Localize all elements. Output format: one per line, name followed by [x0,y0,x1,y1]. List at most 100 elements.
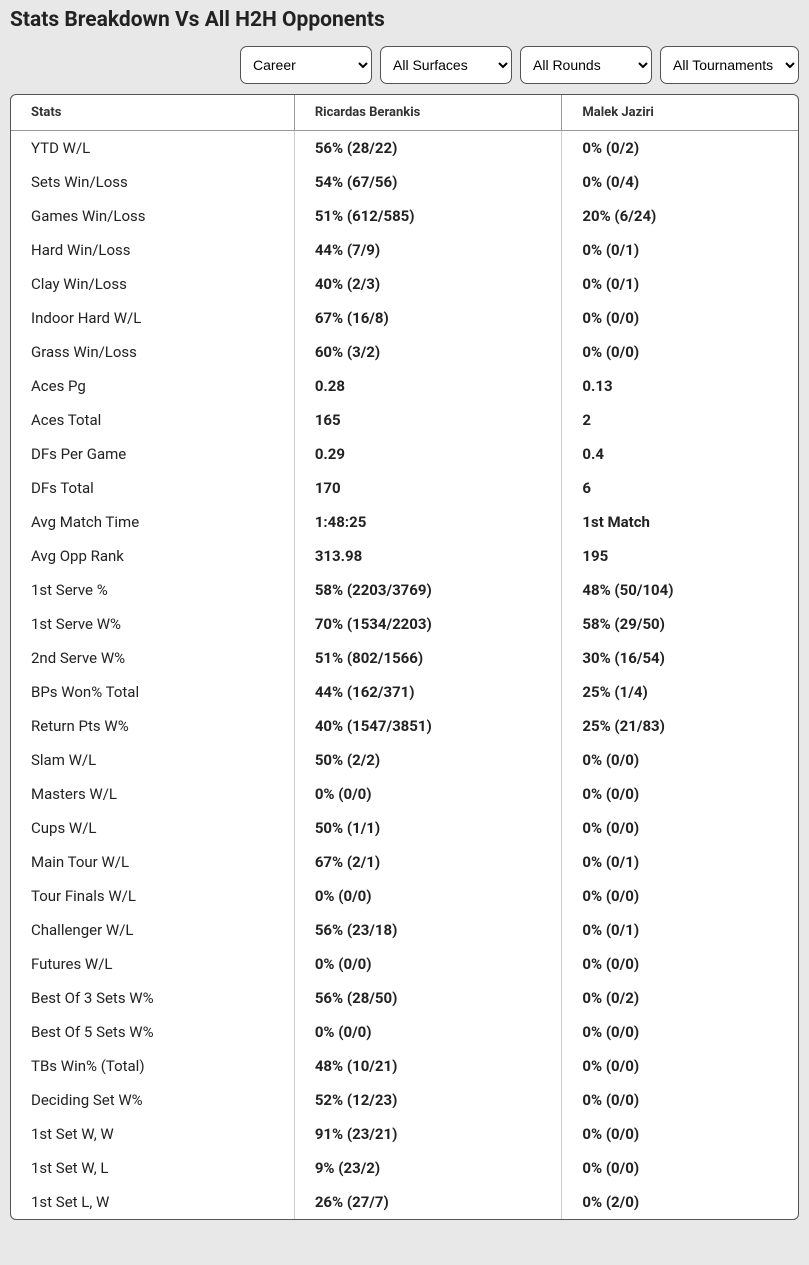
stat-value-player1: 0.29 [294,437,562,471]
stat-label: Best Of 3 Sets W% [11,981,294,1015]
col-header-player2: Malek Jaziri [562,95,798,131]
stat-value-player2: 58% (29/50) [562,607,798,641]
stat-value-player2: 0% (0/1) [562,913,798,947]
period-select[interactable]: Career [240,46,372,84]
stat-value-player1: 0% (0/0) [294,947,562,981]
stat-label: Tour Finals W/L [11,879,294,913]
table-row: 1st Set W, W91% (23/21)0% (0/0) [11,1117,798,1151]
stat-value-player2: 0% (0/0) [562,777,798,811]
stat-label: Sets Win/Loss [11,165,294,199]
table-row: Best Of 5 Sets W%0% (0/0)0% (0/0) [11,1015,798,1049]
stats-table: Stats Ricardas Berankis Malek Jaziri YTD… [11,95,798,1219]
stat-value-player2: 0% (0/0) [562,1015,798,1049]
stat-value-player2: 0% (0/2) [562,131,798,166]
table-row: Main Tour W/L67% (2/1)0% (0/1) [11,845,798,879]
stat-label: Aces Pg [11,369,294,403]
stat-label: DFs Per Game [11,437,294,471]
stat-label: TBs Win% (Total) [11,1049,294,1083]
round-select[interactable]: All Rounds [520,46,652,84]
stat-value-player2: 6 [562,471,798,505]
stat-label: Challenger W/L [11,913,294,947]
table-row: Hard Win/Loss44% (7/9)0% (0/1) [11,233,798,267]
stat-label: Games Win/Loss [11,199,294,233]
stat-label: Slam W/L [11,743,294,777]
table-row: Aces Total1652 [11,403,798,437]
stat-label: DFs Total [11,471,294,505]
table-row: 2nd Serve W%51% (802/1566)30% (16/54) [11,641,798,675]
stat-value-player1: 170 [294,471,562,505]
stat-value-player1: 50% (1/1) [294,811,562,845]
stat-value-player2: 0.13 [562,369,798,403]
stat-value-player1: 51% (612/585) [294,199,562,233]
stat-value-player2: 195 [562,539,798,573]
table-row: Slam W/L50% (2/2)0% (0/0) [11,743,798,777]
table-row: 1st Serve W%70% (1534/2203)58% (29/50) [11,607,798,641]
stat-value-player1: 51% (802/1566) [294,641,562,675]
stat-label: Cups W/L [11,811,294,845]
stat-label: 1st Serve W% [11,607,294,641]
stat-value-player2: 0% (0/0) [562,335,798,369]
col-header-stats: Stats [11,95,294,131]
stat-value-player1: 48% (10/21) [294,1049,562,1083]
stat-value-player2: 0% (0/0) [562,879,798,913]
stat-value-player1: 91% (23/21) [294,1117,562,1151]
stat-label: Avg Match Time [11,505,294,539]
stat-value-player2: 25% (21/83) [562,709,798,743]
stat-value-player2: 0% (2/0) [562,1185,798,1219]
stat-label: Grass Win/Loss [11,335,294,369]
table-row: Best Of 3 Sets W%56% (28/50)0% (0/2) [11,981,798,1015]
stat-label: Hard Win/Loss [11,233,294,267]
table-row: Avg Opp Rank313.98195 [11,539,798,573]
table-row: DFs Per Game0.290.4 [11,437,798,471]
stat-value-player1: 0.28 [294,369,562,403]
stat-value-player2: 0% (0/0) [562,1083,798,1117]
table-row: Sets Win/Loss54% (67/56)0% (0/4) [11,165,798,199]
filter-bar: Career All Surfaces All Rounds All Tourn… [10,46,799,84]
stat-value-player1: 0% (0/0) [294,1015,562,1049]
tournament-select[interactable]: All Tournaments [660,46,799,84]
table-row: 1st Set L, W26% (27/7)0% (2/0) [11,1185,798,1219]
table-row: YTD W/L56% (28/22)0% (0/2) [11,131,798,166]
stat-value-player2: 0% (0/1) [562,267,798,301]
stat-value-player1: 56% (23/18) [294,913,562,947]
surface-select[interactable]: All Surfaces [380,46,512,84]
table-row: Avg Match Time1:48:251st Match [11,505,798,539]
stat-label: Masters W/L [11,777,294,811]
table-row: 1st Set W, L9% (23/2)0% (0/0) [11,1151,798,1185]
stat-label: Best Of 5 Sets W% [11,1015,294,1049]
table-row: Cups W/L50% (1/1)0% (0/0) [11,811,798,845]
stat-label: Avg Opp Rank [11,539,294,573]
stat-label: Return Pts W% [11,709,294,743]
stat-value-player1: 52% (12/23) [294,1083,562,1117]
stat-value-player1: 0% (0/0) [294,777,562,811]
stat-label: 1st Serve % [11,573,294,607]
stat-value-player2: 0% (0/0) [562,1049,798,1083]
stat-value-player1: 44% (7/9) [294,233,562,267]
stat-value-player1: 50% (2/2) [294,743,562,777]
stat-value-player1: 56% (28/22) [294,131,562,166]
table-row: Masters W/L0% (0/0)0% (0/0) [11,777,798,811]
stat-label: Futures W/L [11,947,294,981]
stat-value-player1: 67% (16/8) [294,301,562,335]
table-row: Challenger W/L56% (23/18)0% (0/1) [11,913,798,947]
stat-label: Clay Win/Loss [11,267,294,301]
stat-value-player2: 0% (0/0) [562,301,798,335]
stat-label: Deciding Set W% [11,1083,294,1117]
table-row: Grass Win/Loss60% (3/2)0% (0/0) [11,335,798,369]
stat-value-player1: 40% (2/3) [294,267,562,301]
table-row: Clay Win/Loss40% (2/3)0% (0/1) [11,267,798,301]
table-row: DFs Total1706 [11,471,798,505]
col-header-player1: Ricardas Berankis [294,95,562,131]
stat-value-player2: 1st Match [562,505,798,539]
stat-value-player1: 67% (2/1) [294,845,562,879]
stat-value-player1: 58% (2203/3769) [294,573,562,607]
stat-value-player1: 26% (27/7) [294,1185,562,1219]
stat-value-player1: 0% (0/0) [294,879,562,913]
stat-label: YTD W/L [11,131,294,166]
stat-value-player2: 0.4 [562,437,798,471]
table-row: TBs Win% (Total)48% (10/21)0% (0/0) [11,1049,798,1083]
stat-value-player1: 9% (23/2) [294,1151,562,1185]
table-header-row: Stats Ricardas Berankis Malek Jaziri [11,95,798,131]
page-title: Stats Breakdown Vs All H2H Opponents [10,8,799,32]
stat-value-player1: 165 [294,403,562,437]
